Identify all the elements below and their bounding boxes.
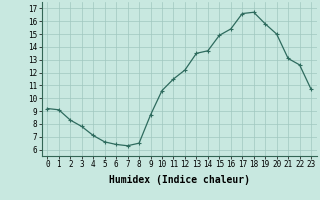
X-axis label: Humidex (Indice chaleur): Humidex (Indice chaleur): [109, 175, 250, 185]
